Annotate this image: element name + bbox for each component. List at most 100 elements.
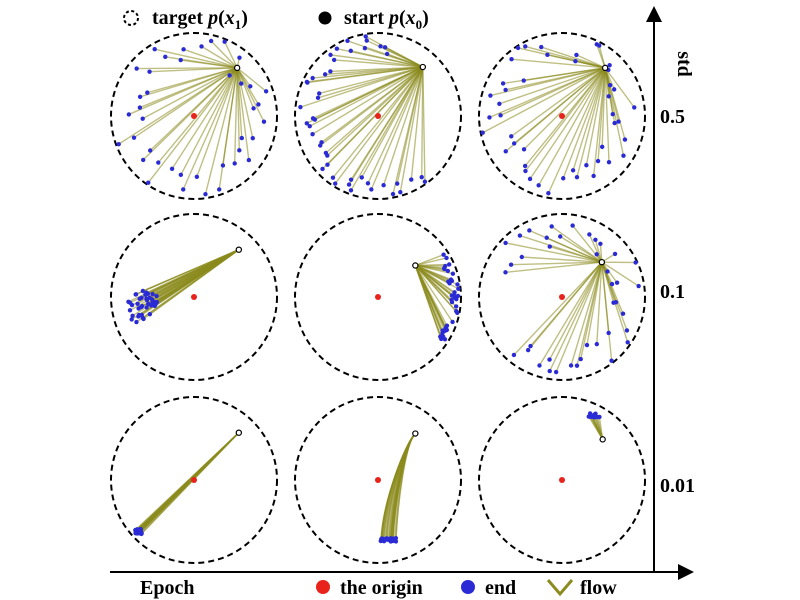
end-dot (509, 57, 514, 62)
end-dot (508, 262, 514, 267)
x-axis-title: Epoch (140, 577, 194, 599)
end-dot (136, 306, 141, 311)
end-dot (594, 252, 599, 257)
end-dot (250, 135, 255, 141)
flow-line (555, 261, 603, 373)
end-dot (307, 124, 312, 129)
end-dot (310, 75, 315, 81)
end-dot (527, 176, 533, 182)
flow-line (547, 67, 606, 194)
end-dot (595, 158, 601, 164)
end-dot (598, 241, 603, 246)
flow-line (236, 67, 251, 87)
end-dot (133, 292, 139, 297)
end-dot (319, 140, 324, 145)
end-dot (320, 166, 325, 172)
end-dot (450, 271, 456, 276)
flow-line (236, 67, 243, 139)
end-dot (574, 52, 579, 58)
end-dot (379, 538, 384, 543)
flow-line (370, 66, 424, 190)
legend-origin-label: the origin (340, 577, 423, 599)
flow-line (142, 67, 238, 161)
flow-line (510, 67, 606, 137)
end-dot (488, 93, 493, 98)
end-dot (544, 235, 549, 240)
end-dot (525, 347, 531, 353)
flow-line (136, 67, 238, 70)
end-dot (220, 163, 226, 168)
target-circle (478, 32, 646, 200)
start-dot (233, 64, 241, 72)
end-dot (561, 176, 566, 181)
end-dot (610, 112, 615, 117)
flow-line (131, 249, 240, 320)
flow-line (500, 67, 606, 116)
end-dot (606, 330, 611, 336)
flow-line (309, 66, 424, 127)
panel-r2-c2 (478, 396, 646, 564)
flow-line (414, 264, 457, 300)
start-dot (599, 436, 606, 443)
end-dot (616, 119, 621, 124)
end-dot (612, 87, 617, 92)
end-dot (442, 265, 447, 271)
end-dot (517, 233, 523, 238)
end-dot (232, 161, 237, 166)
end-dot (135, 301, 140, 306)
end-dot (455, 282, 460, 287)
end-dot (325, 162, 330, 167)
end-dot (251, 106, 256, 111)
end-dot (523, 168, 528, 174)
panel-r2-c0 (110, 396, 278, 564)
end-dot (500, 81, 506, 86)
end-dot (511, 352, 517, 358)
end-dot (139, 295, 144, 301)
end-dot (450, 319, 455, 325)
flow-line (224, 41, 238, 69)
start-dot (419, 63, 427, 71)
target-circle (110, 396, 278, 564)
flow-line (133, 67, 238, 139)
flow-line (505, 242, 602, 263)
end-dot-icon (461, 580, 475, 594)
flow-line (233, 67, 238, 164)
origin-dot (559, 294, 565, 300)
end-dot (156, 160, 161, 165)
end-dot (454, 308, 459, 314)
end-dot (620, 311, 626, 316)
end-dot (322, 72, 328, 77)
target-circle (110, 32, 278, 200)
flow-line (414, 264, 453, 303)
end-dot (149, 303, 154, 308)
end-dot (612, 120, 617, 126)
end-dot (134, 66, 139, 71)
flow-line (350, 66, 424, 181)
end-dot (621, 153, 626, 158)
end-dot (129, 302, 135, 308)
flow-line (330, 54, 423, 68)
origin-dot (191, 113, 197, 119)
flow-line (165, 56, 238, 69)
flow-line (570, 261, 603, 366)
end-dot (503, 240, 508, 246)
flow-line (332, 66, 424, 179)
end-dot (452, 290, 457, 295)
end-dot (553, 369, 559, 375)
target-circle (478, 213, 646, 381)
end-dot (503, 87, 508, 93)
end-dot (334, 46, 340, 51)
flow-line (505, 67, 606, 152)
flow-line (367, 66, 424, 184)
flow-line (529, 67, 606, 180)
flow-line (142, 249, 240, 292)
end-dot (154, 299, 160, 305)
end-dot (537, 363, 542, 368)
flow-line (502, 67, 606, 85)
std-label-2: 0.01 (660, 475, 695, 497)
end-dot (591, 173, 596, 179)
end-dot (498, 113, 503, 118)
end-dot (136, 314, 141, 319)
flow-line (601, 261, 640, 287)
